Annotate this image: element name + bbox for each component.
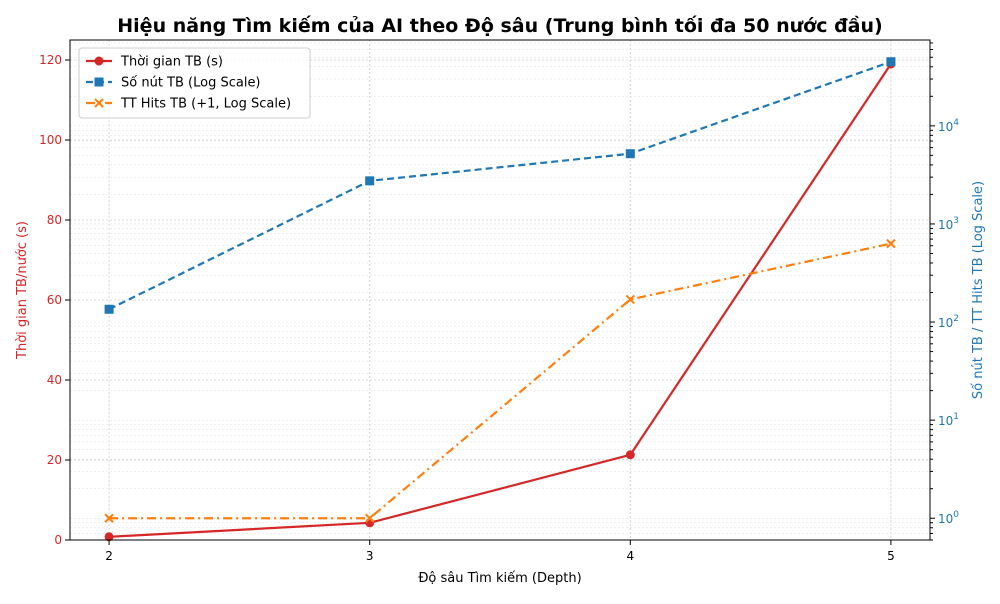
y-left-tick-label: 40 bbox=[47, 373, 62, 387]
y-left-tick-label: 60 bbox=[47, 293, 62, 307]
data-point bbox=[625, 149, 635, 159]
data-point bbox=[94, 56, 104, 66]
y-right-tick-label: 101 bbox=[938, 412, 959, 428]
legend-item: Số nút TB (Log Scale) bbox=[86, 76, 261, 91]
series-layer bbox=[104, 57, 896, 542]
data-point bbox=[104, 513, 114, 523]
data-point bbox=[625, 294, 636, 305]
legend-box bbox=[78, 47, 311, 119]
y-left-tick-label: 80 bbox=[47, 213, 62, 227]
y-left-tick-label: 0 bbox=[54, 533, 62, 547]
x-tick-label: 3 bbox=[366, 549, 374, 563]
data-point bbox=[886, 238, 896, 249]
data-point-stroke bbox=[104, 513, 114, 523]
plot-frame bbox=[69, 39, 931, 541]
data-point bbox=[364, 513, 375, 523]
data-point bbox=[886, 57, 896, 67]
grid-layer bbox=[70, 40, 930, 541]
data-point bbox=[94, 98, 104, 108]
data-point bbox=[94, 77, 104, 87]
chart-title: Hiệu năng Tìm kiếm của AI theo Độ sâu (T… bbox=[117, 14, 882, 37]
legend-label: Số nút TB (Log Scale) bbox=[121, 76, 261, 91]
x-tick-label: 5 bbox=[887, 549, 895, 563]
legend: Thời gian TB (s) Số nút TB (Log Scale) TT … bbox=[78, 47, 311, 119]
data-point-stroke bbox=[94, 98, 104, 108]
y-left-tick-label: 100 bbox=[39, 133, 62, 147]
data-point-stroke bbox=[886, 238, 896, 249]
series-line bbox=[109, 63, 892, 538]
series-3 bbox=[104, 238, 896, 523]
y-left-tick-label: 20 bbox=[47, 453, 62, 467]
y-right-tick-label: 104 bbox=[938, 118, 959, 134]
axes-layer: 2 3 4 5 0 20 40 60 80 100 120 100 101 102 103 104 bbox=[39, 39, 959, 563]
x-tick-label: 4 bbox=[626, 549, 634, 563]
series-2 bbox=[104, 57, 896, 314]
legend-item: TT Hits TB (+1, Log Scale) bbox=[86, 97, 291, 112]
x-axis-title: Độ sâu Tìm kiếm (Depth) bbox=[418, 571, 581, 586]
y-right-tick-label: 100 bbox=[938, 510, 959, 526]
y-left-tick-label: 120 bbox=[39, 53, 62, 67]
y-axis-left-title: Thời gian TB/nước (s) bbox=[15, 221, 30, 360]
series-line bbox=[108, 60, 892, 311]
y-axis-right-title: Số nút TB / TT Hits TB (Log Scale) bbox=[971, 181, 986, 399]
data-point bbox=[625, 450, 635, 460]
x-tick-label: 2 bbox=[105, 549, 113, 563]
data-point bbox=[365, 176, 375, 186]
legend-label: TT Hits TB (+1, Log Scale) bbox=[120, 97, 291, 112]
data-point bbox=[104, 304, 114, 314]
y-right-tick-label: 103 bbox=[938, 216, 959, 232]
legend-item: Thời gian TB (s) bbox=[86, 55, 223, 70]
data-point-stroke bbox=[364, 513, 375, 523]
series-line bbox=[109, 242, 892, 520]
y-right-tick-label: 102 bbox=[938, 314, 959, 330]
legend-label: Thời gian TB (s) bbox=[120, 55, 223, 70]
data-point-stroke bbox=[625, 294, 636, 305]
